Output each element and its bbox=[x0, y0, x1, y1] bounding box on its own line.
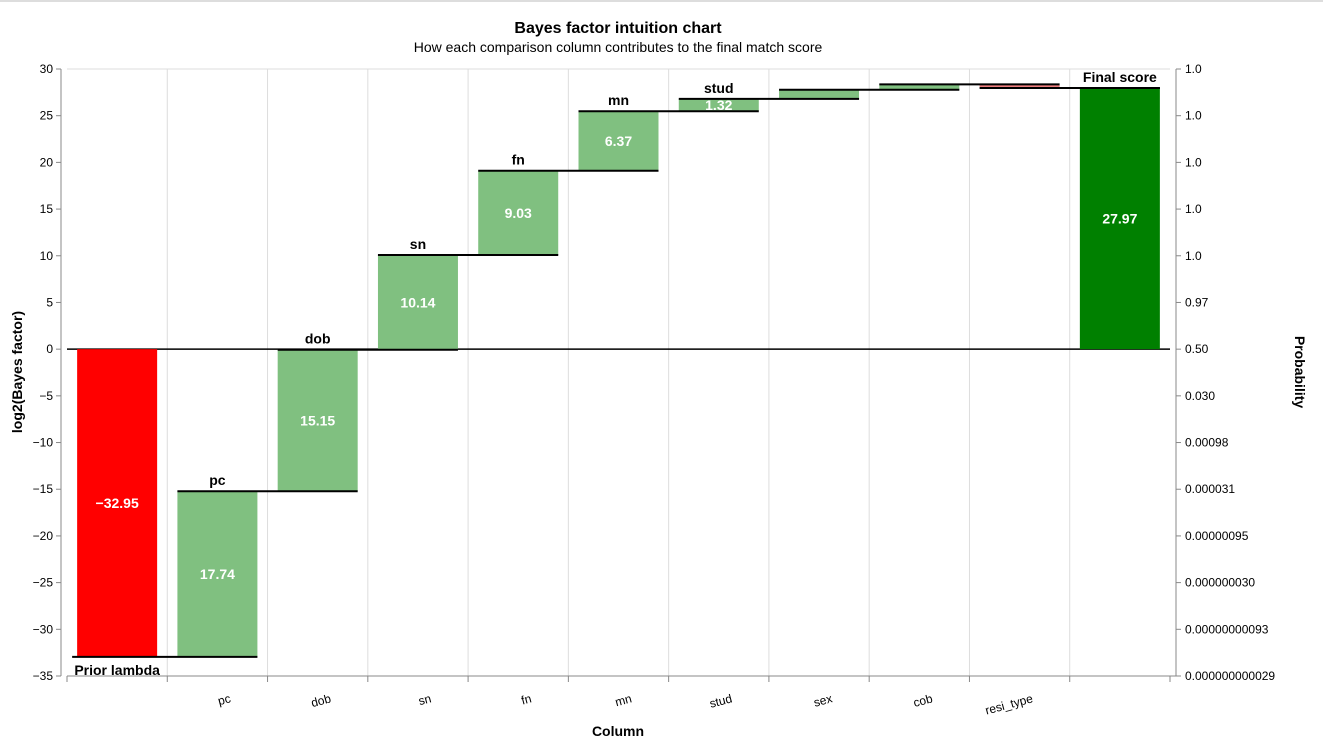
x-tick-label: fn bbox=[520, 691, 533, 707]
value-label: 17.74 bbox=[200, 566, 235, 582]
value-label: 15.15 bbox=[300, 412, 335, 428]
y2-tick-label: 1.0 bbox=[1185, 202, 1202, 216]
y2-tick-label: 0.030 bbox=[1185, 389, 1215, 403]
x-tick-label: sn bbox=[417, 691, 433, 708]
y-tick-label: 15 bbox=[40, 202, 54, 216]
x-tick-label: resi_type bbox=[984, 691, 1035, 717]
y2-axis-title: Probability bbox=[1292, 336, 1308, 409]
chart-title: Bayes factor intuition chart bbox=[514, 20, 722, 37]
y-tick-label: 20 bbox=[40, 155, 54, 169]
value-label: 27.97 bbox=[1102, 211, 1137, 227]
y2-tick-label: 1.0 bbox=[1185, 62, 1202, 76]
value-label: 10.14 bbox=[400, 294, 435, 310]
y2-tick-label: 0.00000000093 bbox=[1185, 622, 1269, 636]
y-tick-label: 10 bbox=[40, 249, 54, 263]
bar-label: Final score bbox=[1083, 69, 1157, 85]
bar bbox=[979, 84, 1060, 88]
y-tick-label: 0 bbox=[46, 342, 53, 356]
bar-label: stud bbox=[704, 80, 734, 96]
x-tick-label: pc bbox=[216, 691, 232, 708]
y-tick-label: −10 bbox=[33, 436, 54, 450]
value-label: 9.03 bbox=[505, 205, 532, 221]
x-axis-title: Column bbox=[592, 723, 644, 739]
bar-label: fn bbox=[512, 152, 525, 168]
value-label: 6.37 bbox=[605, 133, 632, 149]
y2-tick-label: 1.0 bbox=[1185, 155, 1202, 169]
bar bbox=[779, 89, 860, 99]
value-label: −32.95 bbox=[96, 495, 139, 511]
y2-tick-label: 0.000000030 bbox=[1185, 576, 1255, 590]
y-tick-label: −25 bbox=[33, 576, 54, 590]
y-tick-label: −15 bbox=[33, 482, 54, 496]
bar bbox=[678, 98, 759, 112]
x-tick-label: sex bbox=[812, 691, 834, 709]
y2-tick-label: 0.00000095 bbox=[1185, 529, 1249, 543]
y-tick-label: −20 bbox=[33, 529, 54, 543]
x-tick-label: cob bbox=[912, 691, 935, 710]
y2-tick-label: 0.00098 bbox=[1185, 436, 1229, 450]
bar bbox=[377, 255, 458, 350]
x-tick-label: stud bbox=[708, 691, 734, 710]
y2-tick-label: 0.000031 bbox=[1185, 482, 1235, 496]
bar bbox=[578, 111, 659, 171]
y2-tick-label: 0.97 bbox=[1185, 295, 1209, 309]
y-tick-label: −5 bbox=[39, 389, 53, 403]
y2-tick-label: 1.0 bbox=[1185, 109, 1202, 123]
bar-label: sn bbox=[410, 236, 426, 252]
y-tick-label: −30 bbox=[33, 622, 54, 636]
bar-label: Prior lambda bbox=[74, 662, 160, 678]
bar bbox=[77, 349, 158, 657]
bar-label: mn bbox=[608, 92, 629, 108]
y-axis-title: log2(Bayes factor) bbox=[9, 311, 25, 433]
bar bbox=[277, 349, 358, 492]
bar bbox=[478, 170, 559, 256]
y-tick-label: 5 bbox=[46, 295, 53, 309]
y-tick-label: −35 bbox=[33, 669, 54, 683]
bar bbox=[879, 84, 960, 90]
y2-tick-label: 0.000000000029 bbox=[1185, 669, 1275, 683]
bar bbox=[1079, 87, 1160, 350]
y-tick-label: 25 bbox=[40, 109, 54, 123]
x-tick-label: dob bbox=[309, 691, 332, 710]
y2-tick-label: 0.50 bbox=[1185, 342, 1209, 356]
value-label: 1.32 bbox=[705, 97, 732, 113]
bar bbox=[177, 491, 258, 657]
y2-tick-label: 1.0 bbox=[1185, 249, 1202, 263]
y-tick-label: 30 bbox=[40, 62, 54, 76]
bar-label: dob bbox=[305, 331, 331, 347]
x-tick-label: mn bbox=[614, 691, 634, 709]
chart-subtitle: How each comparison column contributes t… bbox=[414, 39, 823, 55]
bar-label: pc bbox=[209, 472, 226, 488]
